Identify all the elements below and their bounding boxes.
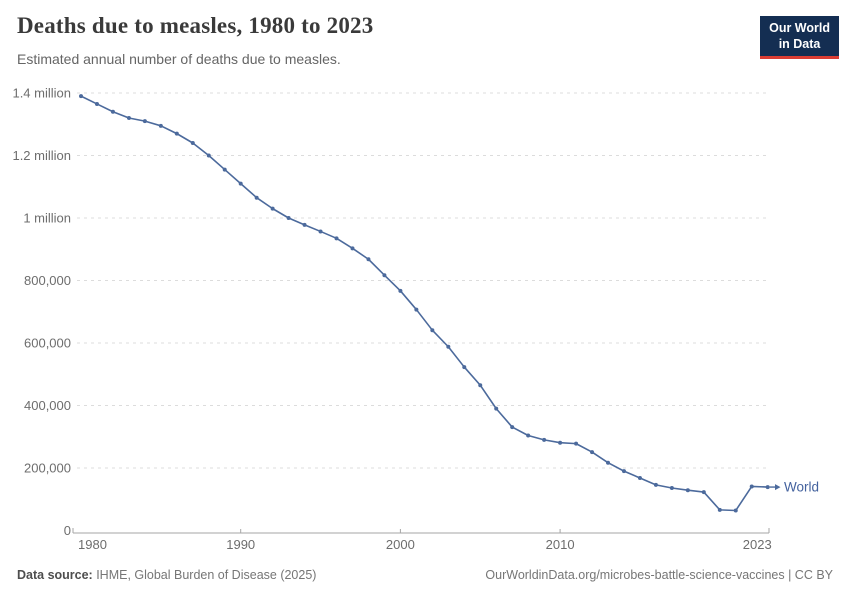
data-point [158, 123, 163, 128]
data-point [590, 450, 595, 455]
data-point [542, 437, 547, 442]
chart-subtitle: Estimated annual number of deaths due to… [17, 51, 341, 67]
owid-logo: Our World in Data [760, 16, 839, 60]
y-tick-label: 200,000 [24, 461, 71, 476]
data-point [478, 383, 483, 388]
x-tick-label: 1980 [78, 537, 107, 552]
data-line-world [80, 95, 769, 512]
data-point [558, 440, 563, 445]
y-tick-label: 600,000 [24, 336, 71, 351]
data-source-value: IHME, Global Burden of Disease (2025) [92, 568, 317, 582]
data-point [701, 490, 706, 495]
y-tick-label: 800,000 [24, 273, 71, 288]
entity-label-world[interactable]: World [784, 480, 819, 495]
y-gridlines [77, 92, 769, 469]
data-point [206, 153, 211, 158]
data-point [462, 365, 467, 370]
data-point [382, 273, 387, 278]
y-tick-label: 1.4 million [12, 86, 71, 101]
data-point [142, 119, 147, 124]
y-tick-label: 400,000 [24, 398, 71, 413]
data-source-note: Data source: IHME, Global Burden of Dise… [17, 568, 316, 582]
data-point [606, 460, 611, 465]
data-point [254, 195, 259, 200]
data-point [302, 222, 307, 227]
data-source-label: Data source: [17, 568, 93, 582]
data-point [574, 441, 579, 446]
data-points [79, 94, 770, 513]
data-point [717, 507, 722, 512]
x-tick-label: 2000 [386, 537, 415, 552]
y-tick-label: 1 million [23, 211, 71, 226]
data-point [286, 216, 291, 220]
data-point [430, 328, 435, 333]
owid-logo-line2: in Data [778, 36, 821, 51]
data-point [414, 307, 419, 312]
data-point [765, 485, 770, 490]
data-point [79, 94, 83, 99]
entity-arrow-head [775, 484, 781, 491]
data-point [685, 488, 690, 493]
data-point [669, 486, 674, 490]
data-point [637, 476, 642, 480]
data-point [749, 484, 754, 489]
data-point [190, 141, 195, 145]
page-title: Deaths due to measles, 1980 to 2023 [17, 13, 374, 38]
data-point [126, 116, 131, 120]
y-axis-labels: 0 200,000 400,000 600,000 800,000 1 million 1.… [12, 86, 71, 539]
data-point [238, 181, 243, 186]
data-point [270, 206, 275, 211]
data-point [366, 257, 371, 262]
credit-link[interactable]: OurWorldinData.org/microbes-battle-scien… [485, 568, 833, 582]
data-point [510, 425, 515, 430]
data-point [334, 236, 339, 241]
data-point [318, 229, 323, 234]
y-tick-label: 0 [64, 523, 71, 538]
data-point [110, 109, 115, 114]
data-point [94, 101, 99, 106]
x-axis [72, 528, 770, 534]
data-point [174, 131, 179, 136]
y-tick-label: 1.2 million [12, 148, 71, 163]
data-point [621, 469, 626, 474]
x-tick-label: 1990 [226, 537, 255, 552]
data-point [494, 406, 499, 411]
data-point [222, 167, 227, 172]
data-point [733, 508, 738, 513]
data-point [653, 482, 658, 487]
data-point [398, 288, 403, 293]
data-point [350, 246, 355, 251]
x-axis-labels: 1980 1990 2000 2010 2023 [78, 537, 772, 552]
owid-logo-line1: Our World [769, 21, 830, 35]
data-point [526, 433, 531, 438]
x-tick-label: 2023 [743, 537, 772, 552]
x-tick-label: 2010 [546, 537, 575, 552]
data-point [446, 344, 451, 349]
